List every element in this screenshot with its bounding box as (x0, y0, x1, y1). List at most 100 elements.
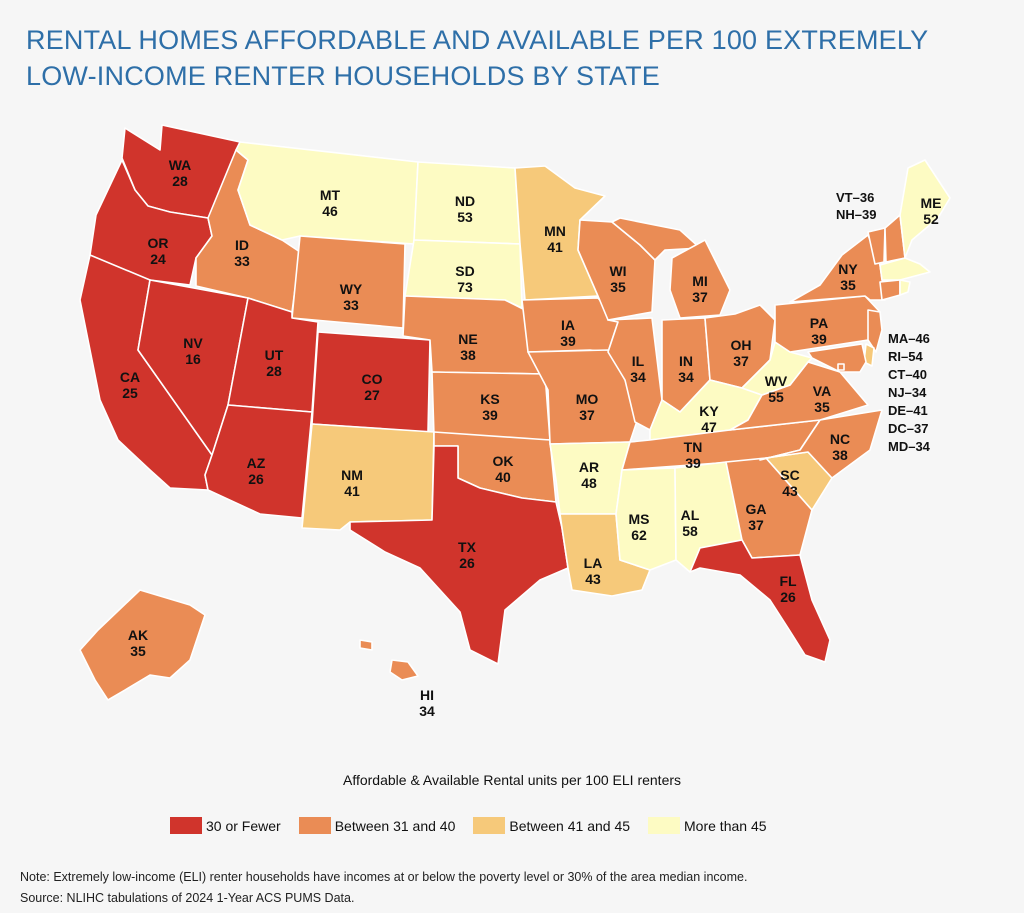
state-ak (79, 589, 206, 701)
legend-label-cat2: Between 31 and 40 (334, 817, 456, 834)
state-value-tn: 39 (685, 455, 701, 471)
state-abbr-ok: OK (493, 453, 514, 469)
state-hi (389, 659, 419, 681)
state-abbr-mn: MN (544, 223, 566, 239)
state-value-pa: 39 (811, 331, 827, 347)
state-value-in: 34 (678, 369, 694, 385)
state-value-ak: 35 (130, 643, 146, 659)
legend-swatch-cat3 (473, 817, 506, 834)
state-value-al: 58 (682, 523, 698, 539)
state-abbr-tx: TX (458, 539, 477, 555)
state-value-id: 33 (234, 253, 250, 269)
state-mi (611, 217, 701, 261)
note-text: Note: Extremely low-income (ELI) renter … (20, 870, 748, 884)
state-value-ar: 48 (581, 475, 597, 491)
state-abbr-la: LA (584, 555, 603, 571)
state-abbr-tn: TN (684, 439, 703, 455)
state-abbr-va: VA (813, 383, 831, 399)
state-abbr-pa: PA (810, 315, 828, 331)
state-il (607, 317, 663, 431)
state-abbr-nv: NV (183, 335, 203, 351)
state-abbr-ms: MS (629, 511, 650, 527)
map-title: RENTAL HOMES AFFORDABLE AND AVAILABLE PE… (26, 22, 986, 94)
legend-swatch-cat2 (298, 817, 331, 834)
state-abbr-wi: WI (609, 263, 626, 279)
state-value-nm: 41 (344, 483, 360, 499)
state-az (204, 404, 313, 519)
state-value-sc: 43 (782, 483, 798, 499)
state-abbr-nm: NM (341, 467, 363, 483)
state-ri (899, 279, 911, 296)
state-value-tx: 26 (459, 555, 475, 571)
state-me (899, 159, 951, 259)
state-abbr-ky: KY (699, 403, 719, 419)
state-value-ca: 25 (122, 385, 138, 401)
state-dc (837, 363, 845, 371)
legend-item-cat3: Between 41 and 45 (473, 817, 630, 834)
state-tx (349, 445, 569, 665)
state-abbr-ca: CA (120, 369, 140, 385)
state-abbr-in: IN (679, 353, 693, 369)
state-abbr-co: CO (362, 371, 383, 387)
state-value-ne: 38 (460, 347, 476, 363)
state-abbr-ks: KS (480, 391, 499, 407)
legend-label-cat4: More than 45 (684, 817, 767, 834)
label-dc: DC–37 (888, 421, 928, 436)
us-choropleth-map: WA28OR24CA25NV16ID33MT46WY33UT28AZ26CO27… (79, 124, 951, 719)
state-value-wa: 28 (172, 173, 188, 189)
state-abbr-ny: NY (838, 261, 858, 277)
state-md (807, 343, 867, 373)
legend-item-cat4: More than 45 (648, 817, 767, 834)
state-value-nd: 53 (457, 209, 473, 225)
state-value-ks: 39 (482, 407, 498, 423)
state-value-wy: 33 (343, 297, 359, 313)
state-nm (301, 423, 435, 531)
label-ct: CT–40 (888, 367, 927, 382)
state-abbr-ne: NE (458, 331, 477, 347)
footnote: Note: Extremely low-income (ELI) renter … (20, 867, 747, 909)
state-value-ok: 40 (495, 469, 511, 485)
state-fl (689, 539, 831, 663)
state-abbr-az: AZ (247, 455, 266, 471)
state-value-ga: 37 (748, 517, 764, 533)
state-value-ia: 39 (560, 333, 576, 349)
state-value-me: 52 (923, 211, 939, 227)
state-value-ny: 35 (840, 277, 856, 293)
state-value-il: 34 (630, 369, 646, 385)
state-abbr-ar: AR (579, 459, 599, 475)
label-ri: RI–54 (888, 349, 923, 364)
legend-swatch-cat4 (648, 817, 681, 834)
state-abbr-wa: WA (169, 157, 192, 173)
state-abbr-wv: WV (765, 373, 788, 389)
state-ct (879, 279, 901, 301)
state-value-va: 35 (814, 399, 830, 415)
state-abbr-wy: WY (340, 281, 363, 297)
state-value-fl: 26 (780, 589, 796, 605)
state-value-ut: 28 (266, 363, 282, 379)
state-abbr-mi: MI (692, 273, 708, 289)
state-hi-islands (359, 639, 373, 651)
state-value-nv: 16 (185, 351, 201, 367)
state-abbr-me: ME (921, 195, 942, 211)
state-abbr-mo: MO (576, 391, 599, 407)
state-abbr-fl: FL (779, 573, 797, 589)
state-abbr-ut: UT (265, 347, 284, 363)
state-abbr-ga: GA (746, 501, 767, 517)
state-abbr-mt: MT (320, 187, 341, 203)
state-abbr-or: OR (148, 235, 169, 251)
title-line-1: RENTAL HOMES AFFORDABLE AND AVAILABLE PE… (26, 25, 929, 55)
state-value-or: 24 (150, 251, 166, 267)
label-nh: NH–39 (836, 207, 876, 222)
legend-item-cat2: Between 31 and 40 (298, 817, 456, 834)
state-value-az: 26 (248, 471, 264, 487)
state-value-mo: 37 (579, 407, 595, 423)
label-md: MD–34 (888, 439, 931, 454)
state-value-wi: 35 (610, 279, 626, 295)
label-nj: NJ–34 (888, 385, 927, 400)
source-text: Source: NLIHC tabulations of 2024 1-Year… (20, 891, 355, 905)
state-value-hi: 34 (419, 703, 435, 719)
state-mi-lower (669, 239, 731, 319)
state-value-mn: 41 (547, 239, 563, 255)
state-abbr-al: AL (681, 507, 700, 523)
state-abbr-hi: HI (420, 687, 434, 703)
